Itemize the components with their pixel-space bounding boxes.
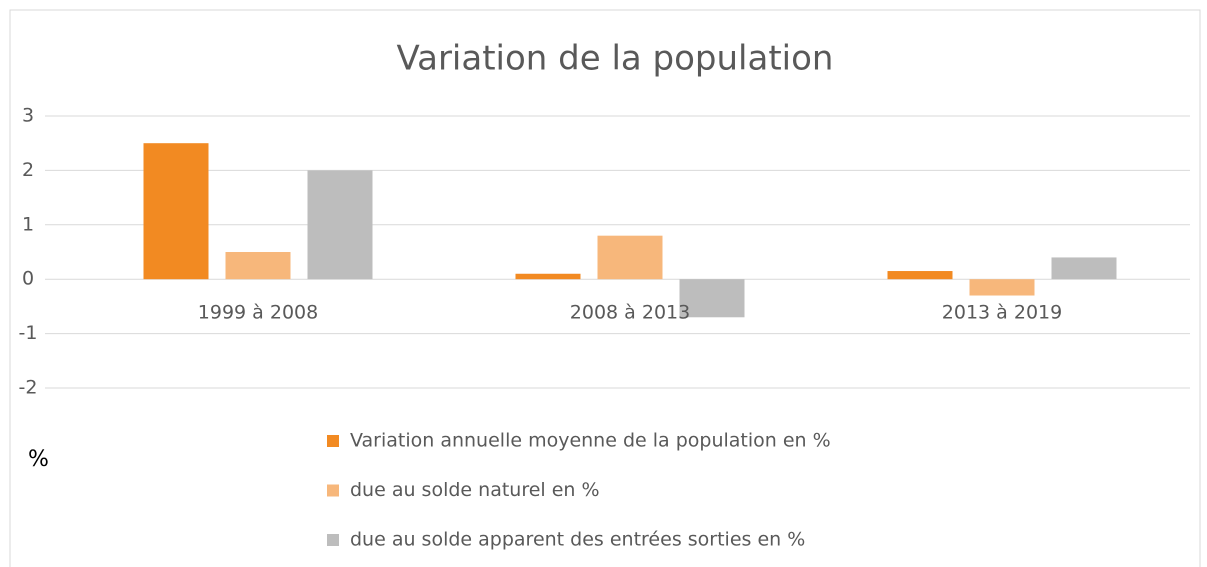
y-tick-label: -1 <box>19 322 38 344</box>
y-tick-label: 3 <box>22 105 34 127</box>
bar <box>597 235 663 280</box>
x-tick-label: 2013 à 2019 <box>942 302 1062 324</box>
bar <box>515 273 581 280</box>
bar <box>969 279 1035 296</box>
y-tick-label: 2 <box>22 159 34 181</box>
y-axis-label: % <box>28 447 49 472</box>
bar <box>887 271 953 280</box>
legend-label: due au solde apparent des entrées sortie… <box>350 529 805 551</box>
legend-swatch <box>327 534 339 546</box>
legend-swatch <box>327 435 339 447</box>
legend-label: Variation annuelle moyenne de la populat… <box>350 430 831 452</box>
y-tick-label: 1 <box>22 213 34 235</box>
bar <box>1051 257 1117 280</box>
bar <box>143 143 209 280</box>
legend-label: due au solde naturel en % <box>350 479 600 501</box>
bar <box>679 279 745 318</box>
y-tick-label: -2 <box>19 377 38 399</box>
bar <box>225 252 291 280</box>
bar <box>307 170 373 280</box>
x-tick-label: 1999 à 2008 <box>198 302 318 324</box>
y-tick-label: 0 <box>22 268 34 290</box>
x-tick-label: 2008 à 2013 <box>570 302 690 324</box>
legend-swatch <box>327 484 339 497</box>
chart-title: Variation de la population <box>397 39 834 79</box>
